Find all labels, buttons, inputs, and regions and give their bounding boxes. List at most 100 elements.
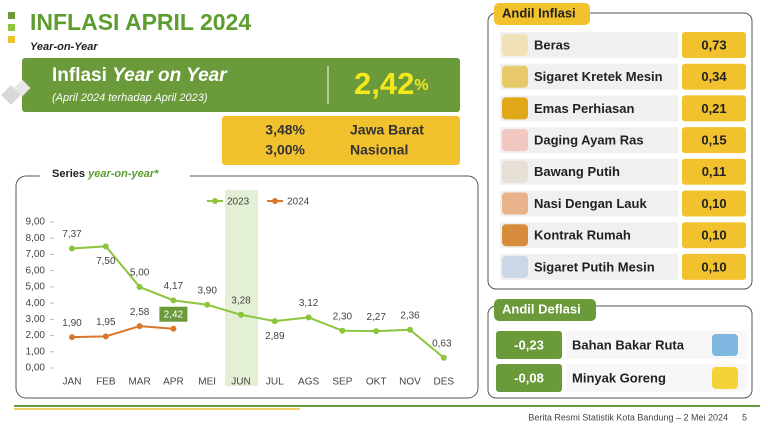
deflasi-tab [494, 299, 596, 321]
row-bg [500, 158, 678, 185]
series-line [71, 245, 445, 359]
x-tick-label: OKT [366, 377, 387, 388]
x-tick-label: SEP [332, 377, 352, 388]
data-point [271, 318, 278, 325]
x-tick-label: NOV [399, 377, 421, 388]
page-number: 5 [742, 412, 747, 422]
x-tick-label: JUN [231, 377, 250, 388]
row-bg [500, 190, 678, 217]
data-label: 5,00 [130, 268, 150, 279]
data-point [102, 333, 109, 340]
item-name: Nasi Dengan Lauk [534, 196, 647, 211]
y-tick-label: 9,00 [26, 217, 46, 228]
item-value: 0,10 [701, 259, 726, 274]
data-point [339, 327, 346, 334]
data-label: 3,28 [231, 295, 251, 306]
data-label: 4,17 [164, 281, 184, 292]
data-label: 2,89 [265, 331, 285, 342]
value-box [682, 63, 746, 90]
row-bg [500, 63, 678, 90]
data-point [69, 334, 75, 341]
y-tick-label: 2,00 [26, 330, 46, 341]
x-tick-label: AGS [298, 377, 319, 388]
item-icon [712, 334, 738, 356]
data-point [102, 243, 109, 250]
x-tick-label: JUL [266, 377, 284, 388]
y-tick-label: 1,00 [26, 346, 46, 357]
data-label: 0,63 [432, 338, 452, 349]
data-label: 1,95 [96, 317, 116, 328]
data-label: 2,36 [400, 310, 420, 321]
item-name: Sigaret Kretek Mesin [534, 69, 663, 84]
y-tick-label: 5,00 [26, 282, 46, 293]
data-point [170, 297, 177, 304]
item-value: 0,73 [701, 37, 726, 52]
item-value: 0,10 [701, 228, 726, 243]
item-name: Daging Ayam Ras [534, 133, 644, 148]
data-point [204, 301, 211, 308]
x-tick-label: APR [163, 377, 184, 388]
legend-marker [212, 198, 218, 204]
comparison-box [222, 116, 460, 165]
legend-marker [272, 198, 278, 204]
legend-label: 2023 [227, 197, 250, 208]
item-name: Beras [534, 37, 570, 52]
data-point [136, 323, 143, 330]
row-bg [500, 222, 678, 249]
value-box [496, 364, 562, 392]
data-label: 7,37 [62, 229, 82, 240]
comparison-value: 3,00% [265, 142, 305, 158]
value-box [682, 253, 746, 280]
data-label: 7,50 [96, 256, 116, 267]
row-bg [500, 127, 678, 154]
item-icon [502, 65, 528, 88]
data-point [136, 283, 143, 290]
series-line [71, 325, 174, 339]
data-label: 1,90 [62, 318, 82, 329]
data-point [305, 314, 312, 321]
data-label: 2,42 [164, 309, 184, 320]
comparison-region: Jawa Barat [350, 122, 424, 138]
legend-label: 2024 [287, 197, 310, 208]
row-bg [500, 95, 678, 122]
chart-title-main: Series [52, 168, 85, 180]
data-point [440, 354, 447, 361]
banner-label: Inflasi Year on Year [52, 65, 228, 86]
item-value: 0,10 [701, 196, 726, 211]
value-box [682, 32, 746, 58]
x-tick-label: JAN [63, 377, 82, 388]
item-icon [502, 255, 528, 278]
headline-unit: % [414, 77, 428, 94]
item-value: -0,23 [514, 337, 544, 352]
label-box [159, 306, 188, 322]
y-tick-label: 6,00 [26, 265, 46, 276]
x-tick-label: FEB [96, 377, 116, 388]
data-point [238, 311, 244, 318]
item-icon [712, 367, 738, 389]
item-value: 0,15 [701, 133, 726, 148]
chart-title-bg [40, 166, 190, 182]
data-label: 2,27 [366, 312, 386, 323]
data-point [170, 325, 177, 332]
value-box [682, 222, 746, 249]
highlight-band [225, 190, 258, 386]
item-name: Emas Perhiasan [534, 101, 635, 116]
value-box [682, 190, 746, 217]
decor [13, 79, 31, 97]
x-tick-label: MAR [128, 377, 150, 388]
item-value: 0,34 [701, 69, 727, 84]
data-label: 3,12 [299, 298, 319, 309]
data-label: 2,58 [130, 307, 150, 318]
item-name: Bahan Bakar Ruta [572, 337, 685, 352]
banner-label-italic: Year on Year [112, 65, 228, 86]
value-box [682, 158, 746, 185]
item-icon [502, 97, 528, 120]
comparison-value: 3,48% [265, 122, 305, 138]
data-point [407, 326, 413, 333]
item-name: Bawang Putih [534, 164, 620, 179]
x-tick-label: DES [434, 377, 455, 388]
item-icon [502, 192, 528, 215]
item-name: Kontrak Rumah [534, 228, 631, 243]
inflasi-list: Beras 0,73 Sigaret Kretek Mesin 0,34 Emas Pe… [500, 32, 746, 280]
